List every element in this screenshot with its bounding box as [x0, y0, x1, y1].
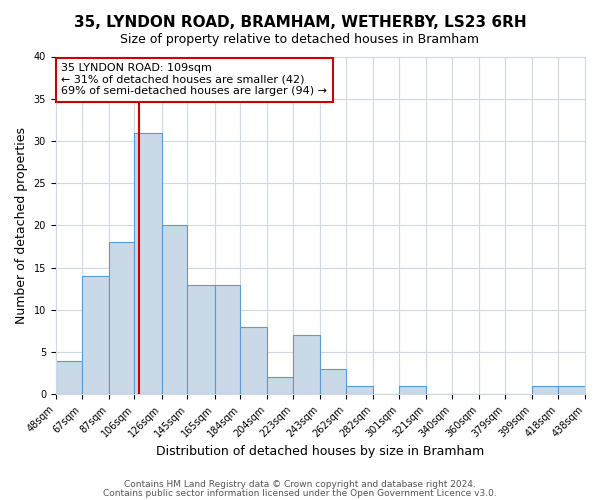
- Text: Contains public sector information licensed under the Open Government Licence v3: Contains public sector information licen…: [103, 488, 497, 498]
- Bar: [187, 284, 215, 395]
- Bar: [134, 132, 161, 394]
- Text: Contains HM Land Registry data © Crown copyright and database right 2024.: Contains HM Land Registry data © Crown c…: [124, 480, 476, 489]
- Text: 35 LYNDON ROAD: 109sqm
← 31% of detached houses are smaller (42)
69% of semi-det: 35 LYNDON ROAD: 109sqm ← 31% of detached…: [61, 64, 327, 96]
- Bar: [82, 276, 109, 394]
- Bar: [241, 326, 268, 394]
- Bar: [161, 226, 187, 394]
- Bar: [293, 335, 320, 394]
- Bar: [268, 378, 293, 394]
- X-axis label: Distribution of detached houses by size in Bramham: Distribution of detached houses by size …: [156, 444, 485, 458]
- Bar: [320, 369, 346, 394]
- Text: 35, LYNDON ROAD, BRAMHAM, WETHERBY, LS23 6RH: 35, LYNDON ROAD, BRAMHAM, WETHERBY, LS23…: [74, 15, 526, 30]
- Text: Size of property relative to detached houses in Bramham: Size of property relative to detached ho…: [121, 32, 479, 46]
- Y-axis label: Number of detached properties: Number of detached properties: [15, 127, 28, 324]
- Bar: [56, 360, 82, 394]
- Bar: [346, 386, 373, 394]
- Bar: [399, 386, 426, 394]
- Bar: [558, 386, 585, 394]
- Bar: [532, 386, 558, 394]
- Bar: [215, 284, 241, 395]
- Bar: [109, 242, 134, 394]
